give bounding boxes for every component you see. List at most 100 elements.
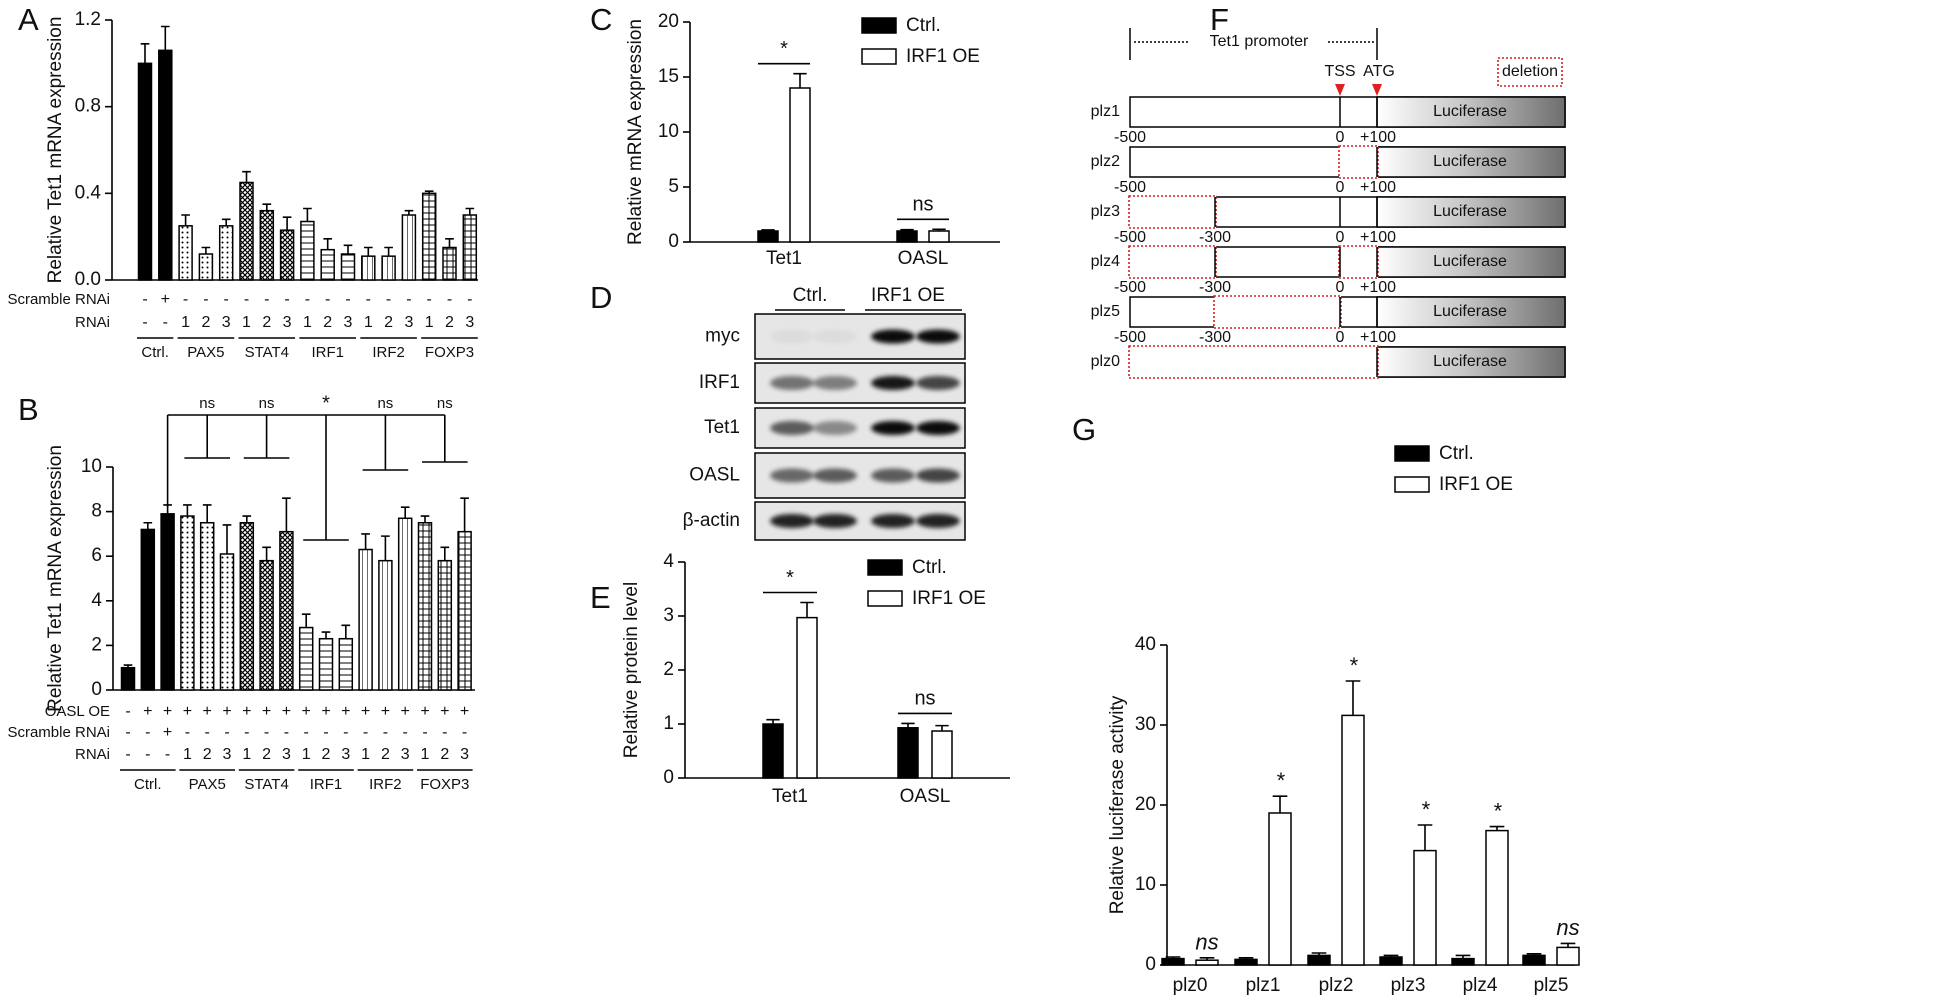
deletion-key xyxy=(1497,57,1563,87)
construct-name: plz0 xyxy=(1091,353,1120,370)
condition-mark: 2 xyxy=(262,746,271,763)
error-bar xyxy=(181,214,190,226)
position-label: -500 xyxy=(1114,229,1146,246)
blot-band xyxy=(770,468,814,483)
blot-row-label: myc xyxy=(705,326,740,347)
blot-band xyxy=(916,329,960,344)
group-label: Ctrl. xyxy=(141,344,169,361)
condition-mark: - xyxy=(163,314,168,331)
position-label: +100 xyxy=(1360,179,1396,196)
significance-label: * xyxy=(780,38,788,60)
bar xyxy=(1268,812,1292,966)
condition-mark: 3 xyxy=(404,314,413,331)
deleted-region xyxy=(1128,345,1379,379)
y-axis-label: Relative protein level xyxy=(621,582,642,758)
blot-band xyxy=(813,514,857,528)
blot-band xyxy=(916,376,960,390)
group-label: IRF1 xyxy=(311,344,344,361)
condition-mark: - xyxy=(343,724,348,741)
error-bar xyxy=(301,613,311,628)
bar xyxy=(897,727,919,779)
condition-mark: + xyxy=(401,703,410,720)
reporter-box xyxy=(1376,296,1566,328)
blot-band xyxy=(770,421,814,435)
bar xyxy=(462,214,478,281)
significance-label: ns xyxy=(914,688,935,710)
group-label: STAT4 xyxy=(245,344,289,361)
blot-row-label: OASL xyxy=(689,465,740,486)
bar xyxy=(1485,829,1509,966)
error-bar xyxy=(343,244,353,254)
bar xyxy=(401,214,417,281)
y-tick-label: 4 xyxy=(91,590,102,611)
condition-mark: 2 xyxy=(381,746,390,763)
condition-mark: + xyxy=(203,703,212,720)
condition-mark: 3 xyxy=(460,746,469,763)
position-label: -500 xyxy=(1114,179,1146,196)
condition-mark: - xyxy=(403,724,408,741)
position-label: -300 xyxy=(1199,229,1231,246)
condition-mark: - xyxy=(383,724,388,741)
bar xyxy=(421,192,437,281)
error-bar xyxy=(140,43,150,64)
condition-mark: - xyxy=(422,724,427,741)
site-arrow xyxy=(1372,84,1382,96)
bar xyxy=(1413,849,1437,966)
significance-label: ns xyxy=(437,395,453,412)
y-tick-label: 0 xyxy=(663,767,674,788)
x-tick-label: OASL xyxy=(900,786,951,807)
error-bar xyxy=(761,229,775,231)
error-bar xyxy=(1311,952,1327,956)
condition-mark: - xyxy=(325,291,330,308)
error-bar xyxy=(1345,680,1361,716)
condition-mark: + xyxy=(440,703,449,720)
condition-mark: 3 xyxy=(401,746,410,763)
error-bar xyxy=(303,207,312,222)
x-tick-label: plz1 xyxy=(1246,975,1281,996)
y-tick-label: 0 xyxy=(668,231,679,252)
y-tick-label: 1 xyxy=(663,713,674,734)
position-label: 0 xyxy=(1336,129,1345,146)
bar xyxy=(320,248,335,281)
error-bar xyxy=(400,506,410,519)
legend-swatch xyxy=(867,559,903,576)
error-bar xyxy=(460,497,469,532)
condition-mark: 2 xyxy=(262,314,271,331)
bar xyxy=(1522,954,1546,966)
condition-mark: - xyxy=(205,724,210,741)
bar xyxy=(300,220,315,281)
condition-mark: - xyxy=(224,291,229,308)
blot-column-label: Ctrl. xyxy=(793,285,828,306)
y-tick-label: 10 xyxy=(1135,874,1156,895)
position-label: 0 xyxy=(1336,229,1345,246)
condition-mark: - xyxy=(142,291,147,308)
bar xyxy=(1556,946,1580,966)
legend-label: IRF1 OE xyxy=(906,46,980,67)
blot-band xyxy=(770,514,814,528)
condition-mark: - xyxy=(304,724,309,741)
legend-label: Ctrl. xyxy=(906,15,941,36)
condition-mark: + xyxy=(143,703,152,720)
significance-label: * xyxy=(1421,797,1431,822)
bar xyxy=(338,637,354,691)
blot-row-label: β-actin xyxy=(683,510,740,531)
site-label: ATG xyxy=(1363,63,1395,80)
condition-mark: 3 xyxy=(283,314,292,331)
bar xyxy=(928,230,950,243)
condition-mark: + xyxy=(282,703,291,720)
error-bar xyxy=(323,238,333,250)
error-bar xyxy=(242,515,252,523)
error-bar xyxy=(935,724,949,732)
bar xyxy=(219,553,235,691)
error-bar xyxy=(1272,795,1288,813)
blot-band xyxy=(871,329,915,344)
error-bar xyxy=(1455,954,1471,959)
construct-name: plz4 xyxy=(1091,253,1120,270)
blot-band xyxy=(770,376,814,390)
reporter-label: Luciferase xyxy=(1433,103,1507,120)
y-axis-label: Relative mRNA expression xyxy=(625,19,646,245)
error-bar xyxy=(1383,954,1399,957)
bar xyxy=(437,559,453,691)
bar xyxy=(158,49,173,281)
